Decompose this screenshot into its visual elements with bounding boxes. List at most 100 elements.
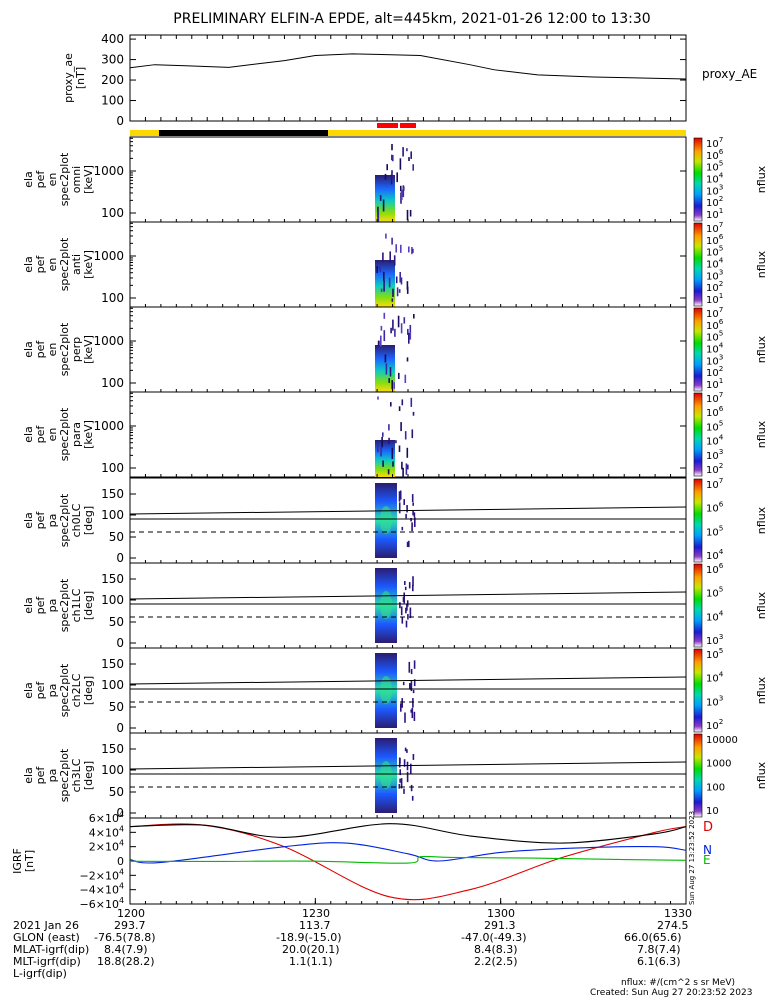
pa-ytick-6-3: 0 (116, 721, 124, 735)
flux-pixel (400, 422, 402, 432)
flux-pixel (411, 247, 413, 255)
pa-flux-pixel (411, 522, 413, 532)
flux-pixel (392, 319, 394, 331)
footer-value-1-2: 291.3 (484, 919, 516, 932)
footer-value-3-1: 20.0(20.1) (282, 943, 340, 956)
side-timestamp: Sun Aug 27 13:23:52 2023 (688, 811, 696, 905)
pitch-panel-6: 150 100 50 0 ela pef pa spec2plot ch2LC [deg] 105 1… (22, 646, 768, 735)
flux-pixel (380, 447, 382, 457)
pa-flux-pixel (411, 494, 414, 503)
flux-pixel (400, 323, 403, 334)
igrf-ytick-6: −6×104 (80, 896, 124, 911)
energy-ytick-1-0: 1000 (93, 249, 124, 263)
panel-ylabel-5-line-4: ch1LC (70, 588, 83, 622)
pa-flux-pixel (412, 576, 414, 587)
colorbar-tick-3-2: 105 (706, 418, 723, 433)
flux-pixel (390, 402, 392, 407)
pa-flux-pixel (411, 707, 414, 719)
pa-ytick-5-0: 150 (101, 572, 124, 586)
flux-pixel (396, 172, 398, 183)
plot-title: PRELIMINARY ELFIN-A EPDE, alt=445km, 202… (173, 11, 650, 27)
colorbar-2 (693, 307, 703, 392)
igrf-ytick-3: 0 (117, 855, 124, 868)
science-zone-bar-2 (400, 123, 416, 128)
igrf-legend-d: D (703, 820, 713, 835)
pa-flux-pixel (412, 689, 415, 694)
panel-ylabel-6-line-0: ela (22, 682, 35, 699)
panel-ylabel-5-line-1: pef (34, 596, 47, 615)
flux-pixel (403, 317, 406, 324)
pa-flux-pixel (400, 778, 403, 789)
colorbar-tick-7-2: 100 (706, 782, 725, 793)
flux-pixel (384, 173, 387, 180)
flux-pixel (410, 397, 413, 407)
colorbar-tick-4-2: 105 (706, 523, 723, 538)
footer-value-1-1: 113.7 (299, 919, 331, 932)
footer-label-2: MLAT-igrf(dip) (13, 943, 90, 956)
footer-value-2-1: -18.9(-15.0) (276, 931, 342, 944)
colorbar-tick-5-0: 106 (706, 561, 724, 576)
pa-flux-pixel (409, 683, 412, 690)
panel-ylabel-0-line-2: en (46, 173, 59, 187)
panel-ylabel-0-line-1: pef (34, 170, 47, 189)
footer-value-3-0: 8.4(7.9) (104, 943, 148, 956)
colorbar-tick-3-0: 107 (706, 390, 723, 405)
panel-ylabel-4-line-4: ch0LC (70, 503, 83, 537)
flux-pixel (406, 209, 409, 221)
proxy-ae-yticks: 400 300 200 100 0 (101, 32, 687, 128)
pa-flux-pixel (403, 759, 406, 767)
flux-pixel (395, 244, 397, 253)
flux-pixel (395, 440, 397, 444)
pa-ytick-7-3: 0 (116, 806, 124, 820)
colorbar-0 (693, 137, 703, 222)
proxy-ae-panel: 400 300 200 100 0 proxy_ae [nT] proxy_AE (62, 32, 757, 128)
panel-ylabel-4-line-1: pef (34, 511, 47, 530)
footer-value-4-2: 2.2(2.5) (474, 955, 518, 968)
footer-value-2-2: -47.0(-49.3) (461, 931, 527, 944)
flux-pixel (400, 277, 403, 285)
flux-pixel (392, 288, 394, 297)
flux-pixel (382, 252, 384, 263)
colorbar-tick-5-3: 103 (706, 632, 723, 647)
flux-pixel (378, 340, 380, 345)
pa-flux-pixel (399, 778, 401, 783)
panel-ylabel-7-line-3: spec2plot (58, 748, 71, 802)
footer-value-0-3: 1330 (664, 907, 692, 920)
pa-flux-pixel (408, 661, 411, 673)
pa-flux-pixel (410, 784, 413, 792)
pa-flux-pixel (401, 698, 403, 708)
footer-value-3-2: 8.4(8.3) (474, 943, 518, 956)
panel-frame-4 (129, 477, 687, 564)
footer-label-1: GLON (east) (13, 931, 80, 944)
pitch-panel-4: 150 100 50 0 ela pef pa spec2plot ch0LC [deg] 107 1… (22, 476, 768, 565)
flux-pixel (408, 157, 410, 161)
footer-value-2-3: 66.0(65.6) (624, 931, 682, 944)
loss-cone-line-upper (129, 591, 687, 600)
panel-frame-2 (129, 306, 687, 393)
footer-row-1: GLON (east) (6, 920, 80, 944)
science-zone-bar-1 (377, 123, 398, 128)
footer-value-0-0: 1200 (117, 907, 145, 920)
colorbar-tick-1-3: 104 (706, 256, 724, 271)
flux-pixel (387, 469, 390, 475)
pa-flux-pixel (406, 505, 408, 513)
footer-value-1-3: 274.5 (657, 919, 689, 932)
igrf-ytick-1: 4×104 (89, 824, 124, 839)
panel-ylabel-3-line-0: ela (22, 426, 35, 443)
flux-pixel (412, 248, 414, 253)
panel-ylabel-1-line-0: ela (22, 256, 35, 273)
ae-ytick-label-3: 100 (101, 94, 124, 108)
flux-pixel (406, 281, 409, 290)
loss-cone-line-upper (129, 506, 687, 515)
colorbar-tick-1-5: 102 (706, 279, 723, 294)
panel-ylabel-6-line-3: spec2plot (58, 663, 71, 717)
sunlight-bar (130, 130, 686, 136)
colorbar-label-6: nflux (755, 676, 768, 704)
panel-frame-0 (129, 136, 687, 223)
panel-ylabel-5-line-0: ela (22, 597, 35, 614)
pitch-panel-5: 150 100 50 0 ela pef pa spec2plot ch1LC [deg] 106 1… (22, 561, 768, 650)
panel-ylabel-2-line-2: en (46, 343, 59, 357)
